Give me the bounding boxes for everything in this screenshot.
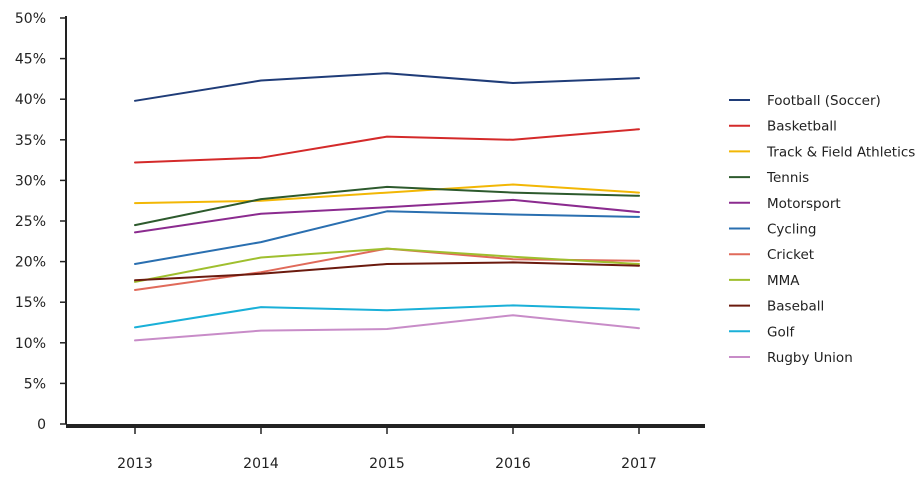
series-line-football-soccer xyxy=(134,72,640,102)
legend-label-golf: Golf xyxy=(767,324,795,340)
legend-label-basketball: Basketball xyxy=(767,119,837,135)
series-line-basketball xyxy=(134,128,640,164)
y-tick-label: 5% xyxy=(24,376,46,392)
series-line-motorsport xyxy=(134,198,640,234)
series-line-tennis xyxy=(134,185,640,227)
legend-label-tennis: Tennis xyxy=(766,170,809,186)
series-line-baseball xyxy=(134,261,640,282)
y-tick-label: 20% xyxy=(15,255,46,271)
x-tick-label: 2017 xyxy=(621,456,657,472)
y-tick-label: 40% xyxy=(15,92,46,108)
legend-label-rugby-union: Rugby Union xyxy=(767,350,853,366)
series-line-mma xyxy=(134,247,640,283)
legend-label-cricket: Cricket xyxy=(767,247,814,263)
legend-label-mma: MMA xyxy=(767,273,800,289)
legend-label-motorsport: Motorsport xyxy=(767,196,841,212)
legend-label-football-soccer: Football (Soccer) xyxy=(767,93,881,109)
x-tick-label: 2016 xyxy=(495,456,531,472)
series-line-cricket xyxy=(134,247,640,291)
series-line-golf xyxy=(134,304,640,329)
y-tick-label: 25% xyxy=(15,214,46,230)
y-tick-label: 30% xyxy=(15,173,46,189)
plot-lines xyxy=(134,72,640,342)
y-tick-label: 45% xyxy=(15,52,46,68)
legend: Football (Soccer) Basketball Track & Field… xyxy=(729,93,915,366)
y-tick-label: 0 xyxy=(37,417,46,433)
y-tick-label: 10% xyxy=(15,336,46,352)
y-tick-label: 50% xyxy=(15,11,46,27)
x-tick-label: 2013 xyxy=(117,456,153,472)
x-tick-label: 2015 xyxy=(369,456,405,472)
y-tick-label: 35% xyxy=(15,133,46,149)
y-axis: 0 5% 10% 15% 20% 25% 30% 35% 40% 45% 50% xyxy=(15,11,67,433)
legend-label-track-field-athletics: Track & Field Athletics xyxy=(766,144,915,160)
legend-label-baseball: Baseball xyxy=(767,299,824,315)
x-tick-label: 2014 xyxy=(243,456,279,472)
series-line-rugby-union xyxy=(134,314,640,342)
legend-label-cycling: Cycling xyxy=(767,222,816,238)
series-line-track-field-athletics xyxy=(134,183,640,205)
series-line-cycling xyxy=(134,210,640,265)
y-tick-label: 15% xyxy=(15,295,46,311)
x-axis: 2013 2014 2015 2016 2017 xyxy=(66,424,705,472)
